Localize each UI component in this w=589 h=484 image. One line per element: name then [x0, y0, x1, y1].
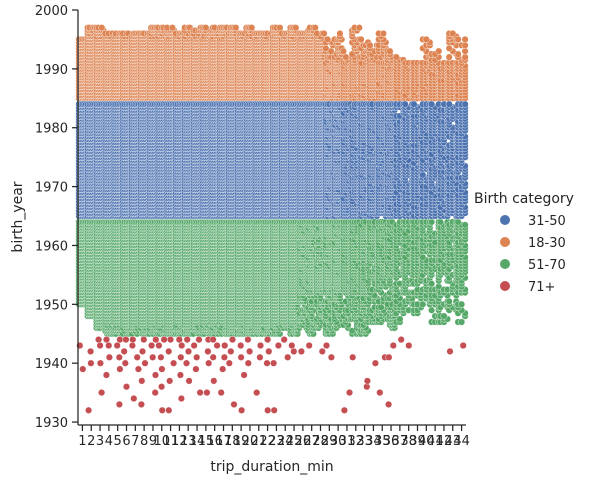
data-point: [169, 24, 176, 31]
data-point: [321, 30, 328, 37]
data-point: [393, 54, 400, 61]
data-point: [337, 30, 344, 37]
data-point: [324, 36, 331, 43]
data-point: [446, 45, 453, 52]
series-18-30: [76, 24, 469, 101]
data-point: [446, 54, 453, 61]
data-point: [435, 48, 442, 55]
data-point: [356, 24, 363, 31]
data-point: [455, 51, 462, 58]
data-point: [312, 24, 319, 31]
data-point: [462, 42, 469, 49]
data-point: [277, 24, 284, 31]
data-point: [233, 24, 240, 31]
data-point: [99, 24, 106, 31]
data-points: [76, 24, 469, 413]
data-point: [455, 36, 462, 43]
data-point: [367, 42, 374, 49]
data-point: [358, 36, 365, 43]
data-point: [423, 36, 430, 43]
data-point: [343, 54, 350, 61]
data-point: [462, 48, 469, 55]
series-51-70: [76, 219, 469, 338]
data-point: [462, 36, 469, 43]
data-point: [380, 30, 387, 37]
data-point: [323, 45, 330, 52]
data-point: [462, 54, 469, 61]
data-point: [293, 24, 300, 31]
data-point: [450, 30, 457, 37]
data-point: [340, 48, 347, 55]
data-point: [387, 48, 394, 55]
data-point: [248, 24, 255, 31]
